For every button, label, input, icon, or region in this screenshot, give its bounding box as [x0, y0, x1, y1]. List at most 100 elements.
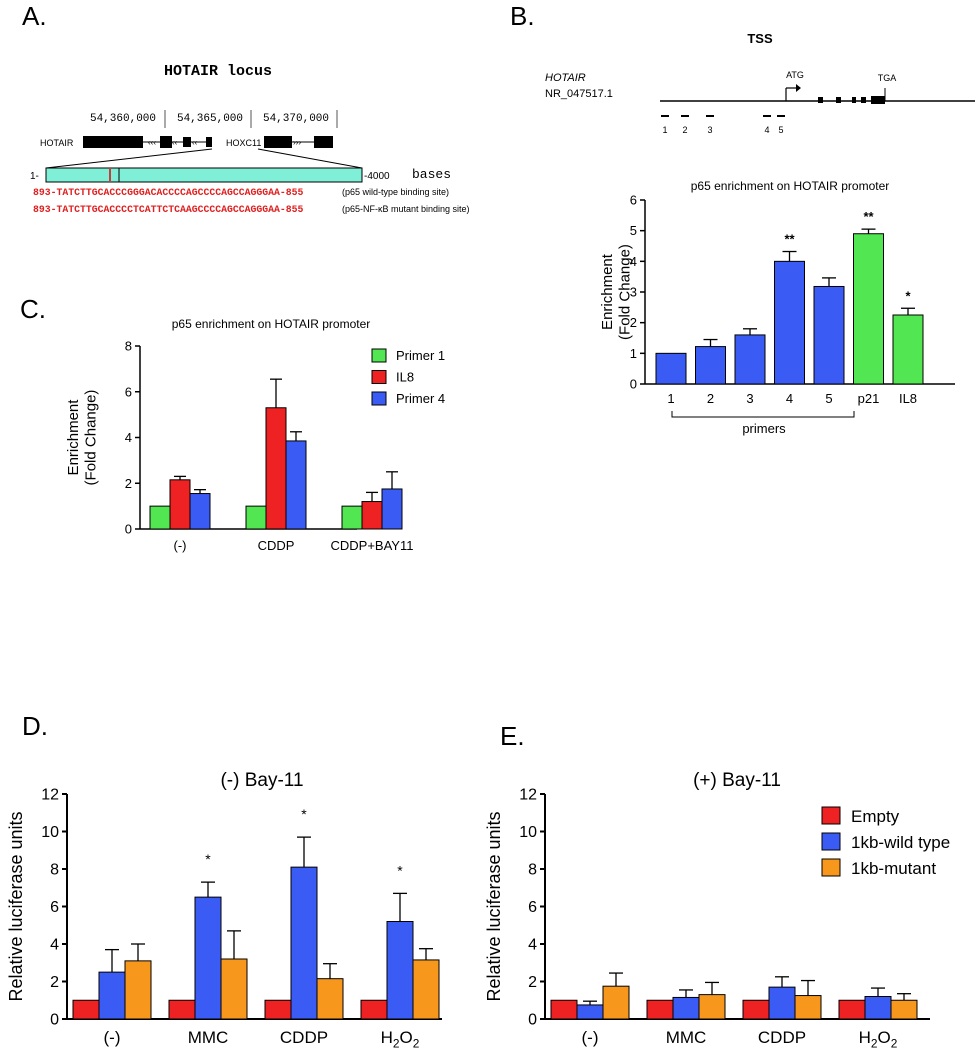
bar [124, 960, 152, 1020]
significance-mark: ** [784, 232, 795, 247]
bar [98, 971, 126, 1020]
y-tick-label: 0 [50, 1012, 59, 1029]
bar [290, 866, 318, 1020]
bar [168, 999, 196, 1020]
y-axis-label: Relative luciferase units [484, 811, 504, 1001]
bar [381, 488, 403, 530]
x-tick-label: MMC [666, 1028, 707, 1047]
chart-title: p65 enrichment on HOTAIR promoter [691, 179, 890, 193]
bar [149, 505, 171, 530]
svg-text:‹‹: ‹‹ [172, 138, 178, 147]
x-tick-label: H2O2 [381, 1028, 420, 1050]
bar [576, 1004, 604, 1020]
significance-mark: * [301, 806, 307, 822]
legend-swatch [371, 348, 387, 363]
bar [794, 995, 822, 1020]
bar [194, 896, 222, 1020]
x-tick-label: CDDP [280, 1028, 328, 1047]
coord-label: 54,365,000 [177, 113, 243, 125]
tss-label: TSS [747, 31, 773, 46]
legend-swatch [821, 858, 841, 877]
y-axis-label: Relative luciferase units [6, 811, 26, 1001]
y-tick-label: 10 [519, 824, 537, 841]
x-tick-label: IL8 [899, 391, 917, 406]
legend-label: IL8 [396, 370, 414, 385]
panel-c-letter: C. [20, 294, 46, 324]
chart-c: 0 2 4 6 8 p65 enrichment on HOTAIR promoter En… [65, 317, 445, 553]
bar [550, 999, 578, 1020]
bar [742, 999, 770, 1020]
chart-title: (+) Bay-11 [693, 770, 781, 791]
bar [72, 999, 100, 1020]
bar [672, 996, 700, 1020]
y-tick-label: 6 [528, 899, 537, 916]
x-tick-label: 4 [786, 391, 793, 406]
wt-sequence-label: (p65 wild-type binding site) [342, 187, 449, 197]
gene-map [660, 84, 975, 117]
bar [734, 334, 766, 385]
chart-c-legend: Primer 1 IL8 Primer 4 [371, 348, 445, 406]
primer-map-label: 2 [682, 125, 687, 135]
primer-map-label: 3 [707, 125, 712, 135]
y-tick-label: 8 [528, 862, 537, 879]
legend-label: Primer 1 [396, 348, 445, 363]
locus-title: HOTAIR locus [164, 63, 272, 80]
primer-map-label: 5 [778, 125, 783, 135]
x-tick-label: (-) [582, 1028, 599, 1047]
legend-swatch [371, 370, 387, 384]
bar [892, 314, 924, 385]
significance-mark: ** [863, 209, 874, 224]
y-axis-label: Enrichment [65, 399, 82, 476]
bar [853, 233, 884, 385]
bar [698, 994, 726, 1020]
y-tick-label: 1 [630, 346, 637, 361]
bar [695, 346, 726, 385]
x-tick-label: (-) [104, 1028, 121, 1047]
legend-label: 1kb-wild type [851, 833, 950, 852]
x-tick-label: CDDP [758, 1028, 806, 1047]
y-tick-label: 4 [528, 937, 537, 954]
x-axis-label: primers [742, 421, 786, 436]
zoom-line [45, 148, 213, 169]
bar [285, 440, 307, 530]
coord-label: 54,370,000 [263, 113, 329, 125]
zoom-end-label: -4000 [364, 171, 390, 182]
significance-mark: * [205, 851, 211, 867]
zoom-line [257, 148, 363, 169]
accession: NR_047517.1 [545, 88, 613, 100]
chart-b: 0 1 2 3 4 5 6 p65 enrichment on HOTAIR promoter… [599, 179, 955, 436]
panel-b-letter: B. [510, 1, 535, 31]
panel-a-letter: A. [22, 1, 47, 31]
bar [838, 999, 866, 1020]
bar [245, 505, 267, 530]
y-tick-label: 2 [630, 315, 637, 330]
bar [265, 407, 287, 530]
significance-mark: * [397, 862, 403, 878]
bar [774, 260, 805, 385]
gene-name: HOTAIR [545, 72, 586, 84]
bar [890, 999, 918, 1020]
chart-e-legend: Empty 1kb-wild type 1kb-mutant [821, 806, 950, 878]
gene-label-hoxc11: HOXC11 [226, 138, 261, 148]
legend-label: 1kb-mutant [851, 859, 936, 878]
y-tick-label: 12 [519, 787, 537, 804]
panel-e-letter: E. [500, 721, 525, 751]
y-tick-label: 2 [125, 476, 132, 491]
y-tick-label: 2 [50, 974, 59, 991]
chart-d: 0 2 4 6 8 10 12 (-) Bay-11 Relative luciferase u… [6, 770, 442, 1050]
x-tick-label: 2 [707, 391, 714, 406]
bar [264, 999, 292, 1020]
zoom-start-label: 1- [30, 171, 39, 182]
bar [602, 985, 630, 1020]
primer-map-label: 4 [764, 125, 769, 135]
y-tick-label: 0 [630, 377, 637, 392]
chart-title: p65 enrichment on HOTAIR promoter [172, 317, 371, 331]
mutant-sequence: 893-TATCTTGCACCCCTCATTCTCAAGCCCCAGCCAGGG… [33, 204, 304, 215]
x-tick-label: (-) [174, 538, 187, 553]
primer-map-label: 1 [662, 125, 667, 135]
x-tick-label: MMC [188, 1028, 229, 1047]
panel-a: A. HOTAIR locus 54,360,000 54,365,000 54… [22, 1, 470, 215]
gene-label-hotair: HOTAIR [40, 138, 74, 148]
bar [646, 999, 674, 1020]
